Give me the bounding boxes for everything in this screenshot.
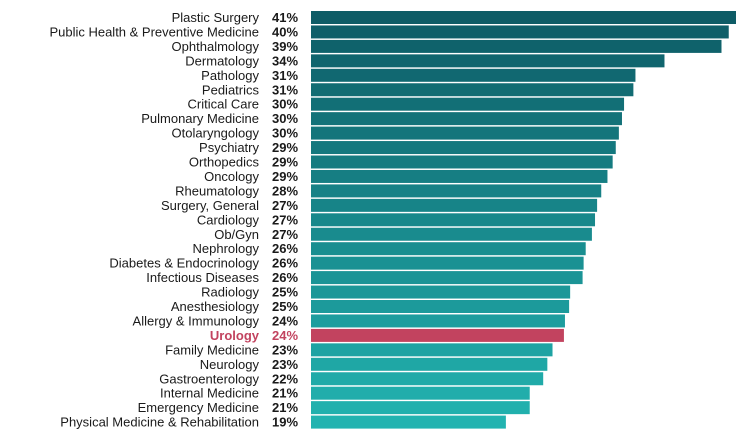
category-label-urology: Urology — [210, 328, 260, 343]
category-label-physical-medicine-rehabilitation: Physical Medicine & Rehabilitation — [60, 415, 259, 430]
value-label-pediatrics: 31% — [272, 82, 298, 97]
value-label-internal-medicine: 21% — [272, 386, 298, 401]
category-label-pediatrics: Pediatrics — [202, 82, 260, 97]
category-label-surgery-general: Surgery, General — [161, 198, 259, 213]
bar-allergy-immunology — [311, 314, 565, 328]
category-label-plastic-surgery: Plastic Surgery — [172, 10, 260, 25]
bar-public-health-preventive-medicine — [311, 25, 729, 39]
bar-gastroenterology — [311, 372, 544, 386]
value-label-critical-care: 30% — [272, 97, 298, 112]
bar-dermatology — [311, 54, 665, 68]
bar-neurology — [311, 357, 548, 371]
category-label-critical-care: Critical Care — [187, 97, 259, 112]
value-label-cardiology: 27% — [272, 212, 298, 227]
value-label-physical-medicine-rehabilitation: 19% — [272, 415, 298, 430]
value-label-psychiatry: 29% — [272, 140, 298, 155]
category-label-otolaryngology: Otolaryngology — [172, 126, 260, 141]
bar-orthopedics — [311, 155, 613, 169]
value-label-otolaryngology: 30% — [272, 126, 298, 141]
bar-internal-medicine — [311, 386, 530, 400]
category-label-public-health-preventive-medicine: Public Health & Preventive Medicine — [49, 24, 259, 39]
category-label-radiology: Radiology — [201, 285, 259, 300]
category-label-gastroenterology: Gastroenterology — [159, 371, 259, 386]
value-label-nephrology: 26% — [272, 241, 298, 256]
category-label-neurology: Neurology — [200, 357, 260, 372]
value-label-family-medicine: 23% — [272, 342, 298, 357]
value-label-pathology: 31% — [272, 68, 298, 83]
value-label-rheumatology: 28% — [272, 183, 298, 198]
value-label-urology: 24% — [272, 328, 298, 343]
category-label-ophthalmology: Ophthalmology — [172, 39, 260, 54]
bar-ob-gyn — [311, 227, 592, 241]
category-label-orthopedics: Orthopedics — [189, 155, 260, 170]
bar-radiology — [311, 285, 571, 299]
value-label-dermatology: 34% — [272, 53, 298, 68]
bar-family-medicine — [311, 343, 553, 357]
category-label-psychiatry: Psychiatry — [199, 140, 259, 155]
bar-emergency-medicine — [311, 401, 530, 415]
value-label-oncology: 29% — [272, 169, 298, 184]
value-label-ophthalmology: 39% — [272, 39, 298, 54]
value-label-diabetes-endocrinology: 26% — [272, 256, 298, 271]
value-label-plastic-surgery: 41% — [272, 10, 298, 25]
value-label-allergy-immunology: 24% — [272, 313, 298, 328]
category-label-emergency-medicine: Emergency Medicine — [138, 400, 259, 415]
value-label-neurology: 23% — [272, 357, 298, 372]
bar-ophthalmology — [311, 39, 722, 53]
value-labels: 41%40%39%34%31%31%30%30%30%29%29%29%28%2… — [272, 10, 298, 430]
bar-rheumatology — [311, 184, 602, 198]
category-label-nephrology: Nephrology — [193, 241, 260, 256]
category-label-family-medicine: Family Medicine — [165, 342, 259, 357]
value-label-pulmonary-medicine: 30% — [272, 111, 298, 126]
bar-diabetes-endocrinology — [311, 256, 584, 270]
bar-oncology — [311, 169, 608, 183]
bars-layer — [311, 11, 736, 429]
value-label-infectious-diseases: 26% — [272, 270, 298, 285]
value-label-gastroenterology: 22% — [272, 371, 298, 386]
bar-physical-medicine-rehabilitation — [311, 415, 506, 429]
bar-urology — [311, 328, 564, 342]
category-label-pulmonary-medicine: Pulmonary Medicine — [141, 111, 259, 126]
value-label-anesthesiology: 25% — [272, 299, 298, 314]
category-label-allergy-immunology: Allergy & Immunology — [133, 313, 260, 328]
category-label-anesthesiology: Anesthesiology — [171, 299, 260, 314]
bar-otolaryngology — [311, 126, 619, 140]
value-label-surgery-general: 27% — [272, 198, 298, 213]
bar-surgery-general — [311, 198, 598, 212]
category-label-pathology: Pathology — [201, 68, 259, 83]
category-label-oncology: Oncology — [204, 169, 259, 184]
bar-cardiology — [311, 213, 596, 227]
value-label-ob-gyn: 27% — [272, 227, 298, 242]
bar-pediatrics — [311, 83, 634, 97]
bar-critical-care — [311, 97, 625, 111]
bar-pulmonary-medicine — [311, 112, 622, 126]
category-label-infectious-diseases: Infectious Diseases — [146, 270, 259, 285]
value-label-emergency-medicine: 21% — [272, 400, 298, 415]
bar-anesthesiology — [311, 300, 570, 313]
category-label-rheumatology: Rheumatology — [175, 183, 259, 198]
bar-pathology — [311, 68, 636, 82]
category-label-dermatology: Dermatology — [185, 53, 259, 68]
category-label-cardiology: Cardiology — [197, 212, 260, 227]
bar-psychiatry — [311, 141, 616, 155]
category-label-ob-gyn: Ob/Gyn — [214, 227, 259, 242]
value-label-radiology: 25% — [272, 285, 298, 300]
value-label-public-health-preventive-medicine: 40% — [272, 24, 298, 39]
bar-nephrology — [311, 242, 586, 256]
bar-infectious-diseases — [311, 271, 583, 285]
category-label-diabetes-endocrinology: Diabetes & Endocrinology — [109, 256, 259, 271]
bar-plastic-surgery — [311, 11, 736, 24]
category-label-internal-medicine: Internal Medicine — [160, 386, 259, 401]
value-label-orthopedics: 29% — [272, 155, 298, 170]
